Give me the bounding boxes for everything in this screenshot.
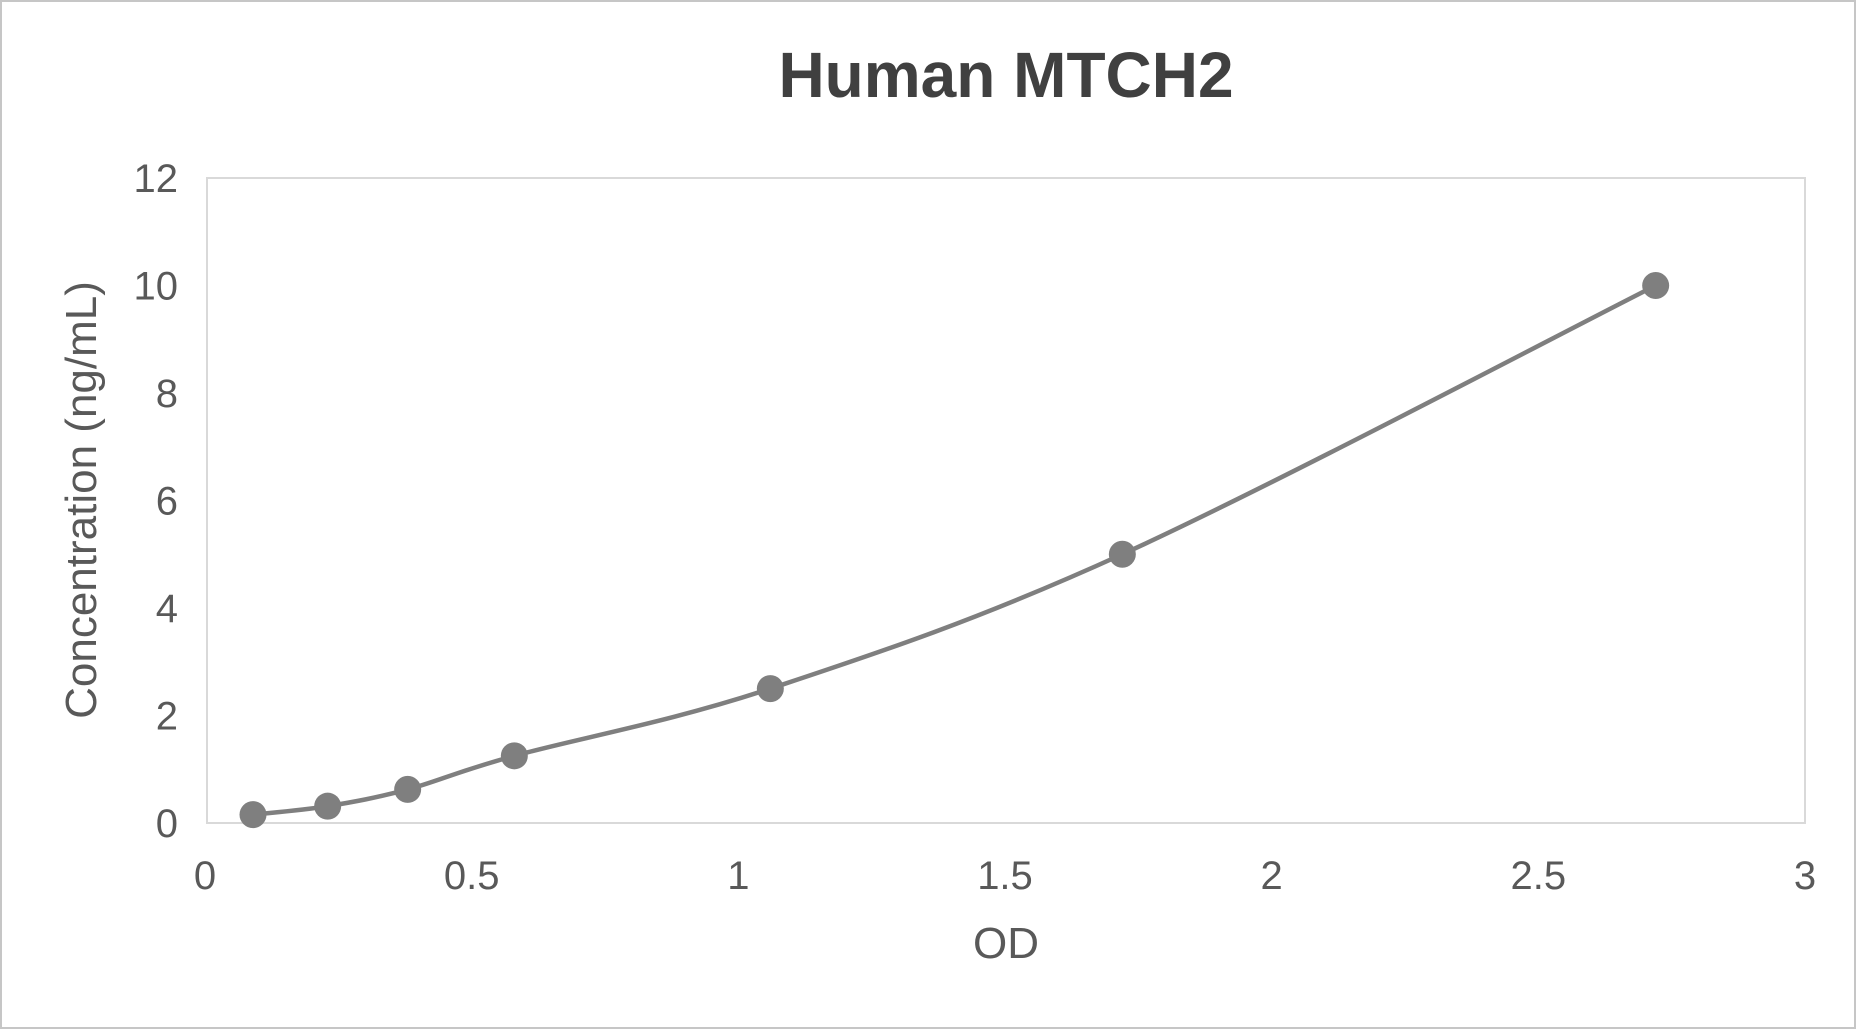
y-tick-label: 4 <box>156 587 178 631</box>
data-point-marker <box>1642 272 1670 299</box>
x-axis-title: OD <box>973 919 1039 968</box>
x-tick-label: 0.5 <box>444 854 500 898</box>
y-tick-label: 6 <box>156 480 178 524</box>
y-tick-label: 12 <box>134 157 179 201</box>
data-point-marker <box>1108 540 1136 568</box>
data-point-marker <box>394 775 422 803</box>
x-tick-label: 2.5 <box>1511 854 1567 898</box>
series-line <box>250 283 1658 817</box>
x-tick-label: 1 <box>727 854 749 898</box>
x-tick-label: 3 <box>1794 854 1816 898</box>
x-tick-label: 1.5 <box>977 854 1033 898</box>
plot-border <box>206 177 1806 824</box>
x-tick-label: 2 <box>1261 854 1283 898</box>
chart-title: Human MTCH2 <box>778 39 1234 111</box>
y-tick-label: 0 <box>156 802 178 846</box>
data-point-marker <box>239 801 267 829</box>
x-tick-label: 0 <box>194 854 216 898</box>
y-tick-label: 2 <box>156 695 178 739</box>
y-tick-label: 10 <box>134 265 179 309</box>
data-point-marker <box>756 675 784 703</box>
y-tick-label: 8 <box>156 372 178 416</box>
data-point-marker <box>314 792 342 820</box>
data-point-marker <box>500 742 528 770</box>
